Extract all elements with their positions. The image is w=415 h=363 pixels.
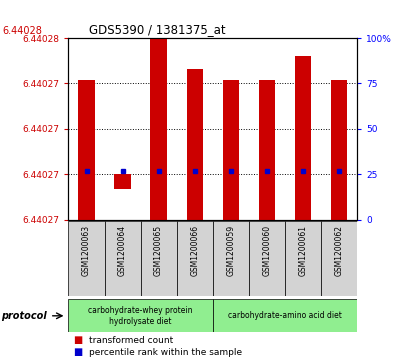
Bar bbox=[187, 69, 203, 220]
Text: GSM1200059: GSM1200059 bbox=[226, 225, 235, 276]
Bar bbox=[249, 221, 285, 296]
Text: GSM1200064: GSM1200064 bbox=[118, 225, 127, 276]
Text: ■: ■ bbox=[73, 335, 82, 345]
Bar bbox=[285, 221, 321, 296]
Bar bbox=[177, 221, 213, 296]
Text: carbohydrate-whey protein
hydrolysate diet: carbohydrate-whey protein hydrolysate di… bbox=[88, 306, 193, 326]
Bar bbox=[78, 80, 95, 220]
Bar bbox=[115, 174, 131, 189]
Bar bbox=[105, 221, 141, 296]
Bar bbox=[222, 80, 239, 220]
Text: GSM1200065: GSM1200065 bbox=[154, 225, 163, 276]
Bar bbox=[151, 38, 167, 220]
Bar bbox=[295, 56, 311, 220]
Bar bbox=[259, 80, 275, 220]
Text: GSM1200062: GSM1200062 bbox=[334, 225, 343, 276]
Text: percentile rank within the sample: percentile rank within the sample bbox=[89, 348, 242, 356]
Text: transformed count: transformed count bbox=[89, 336, 173, 344]
Bar bbox=[68, 221, 105, 296]
Bar bbox=[321, 221, 357, 296]
Text: GSM1200061: GSM1200061 bbox=[298, 225, 308, 276]
Bar bbox=[331, 80, 347, 220]
Bar bbox=[212, 221, 249, 296]
Text: GDS5390 / 1381375_at: GDS5390 / 1381375_at bbox=[89, 23, 226, 36]
Text: carbohydrate-amino acid diet: carbohydrate-amino acid diet bbox=[228, 311, 342, 320]
Text: protocol: protocol bbox=[1, 311, 46, 321]
Text: ■: ■ bbox=[73, 347, 82, 357]
Text: 6.44028: 6.44028 bbox=[2, 26, 42, 36]
Text: GSM1200060: GSM1200060 bbox=[262, 225, 271, 276]
Bar bbox=[68, 299, 212, 332]
Bar bbox=[141, 221, 177, 296]
Text: GSM1200066: GSM1200066 bbox=[190, 225, 199, 276]
Text: GSM1200063: GSM1200063 bbox=[82, 225, 91, 276]
Bar bbox=[212, 299, 357, 332]
